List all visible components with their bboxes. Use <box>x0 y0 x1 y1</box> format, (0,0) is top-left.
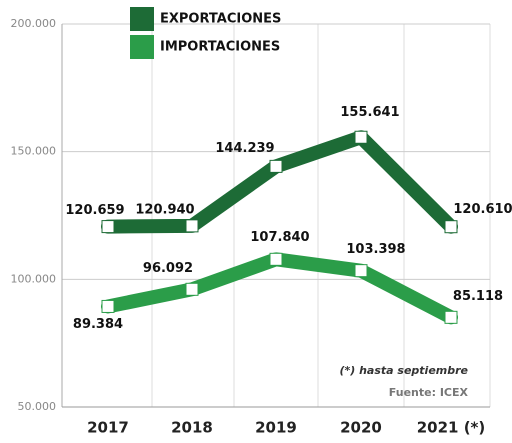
legend-label: IMPORTACIONES <box>160 40 280 55</box>
marker <box>269 159 283 173</box>
y-tick-label: 200.000 <box>11 17 57 30</box>
marker <box>444 310 458 324</box>
marker <box>101 220 115 234</box>
value-label: 107.840 <box>250 230 309 245</box>
value-label: 120.610 <box>453 202 512 217</box>
x-tick-label: 2021 (*) <box>417 419 486 437</box>
marker <box>185 219 199 233</box>
marker <box>354 264 368 278</box>
marker <box>185 282 199 296</box>
marker <box>101 299 115 313</box>
legend-swatch <box>130 7 154 31</box>
note: (*) hasta septiembre <box>339 364 468 377</box>
y-tick-label: 100.000 <box>11 272 57 285</box>
source: Fuente: ICEX <box>389 386 469 399</box>
value-label: 89.384 <box>73 317 123 332</box>
legend-swatch <box>130 35 154 59</box>
value-label: 96.092 <box>143 261 193 276</box>
value-label: 85.118 <box>453 289 503 304</box>
marker <box>444 220 458 234</box>
legend-label: EXPORTACIONES <box>160 12 281 27</box>
x-tick-label: 2017 <box>87 419 129 437</box>
y-tick-label: 50.000 <box>18 400 57 413</box>
value-label: 155.641 <box>340 105 399 120</box>
x-tick-label: 2018 <box>171 419 213 437</box>
marker <box>354 130 368 144</box>
y-tick-label: 150.000 <box>11 145 57 158</box>
x-tick-label: 2019 <box>255 419 297 437</box>
value-label: 144.239 <box>215 141 274 156</box>
value-label: 120.940 <box>135 202 194 217</box>
x-tick-label: 2020 <box>340 419 382 437</box>
grid <box>61 23 491 408</box>
marker <box>269 252 283 266</box>
value-label: 103.398 <box>346 242 405 257</box>
value-label: 120.659 <box>65 203 124 218</box>
